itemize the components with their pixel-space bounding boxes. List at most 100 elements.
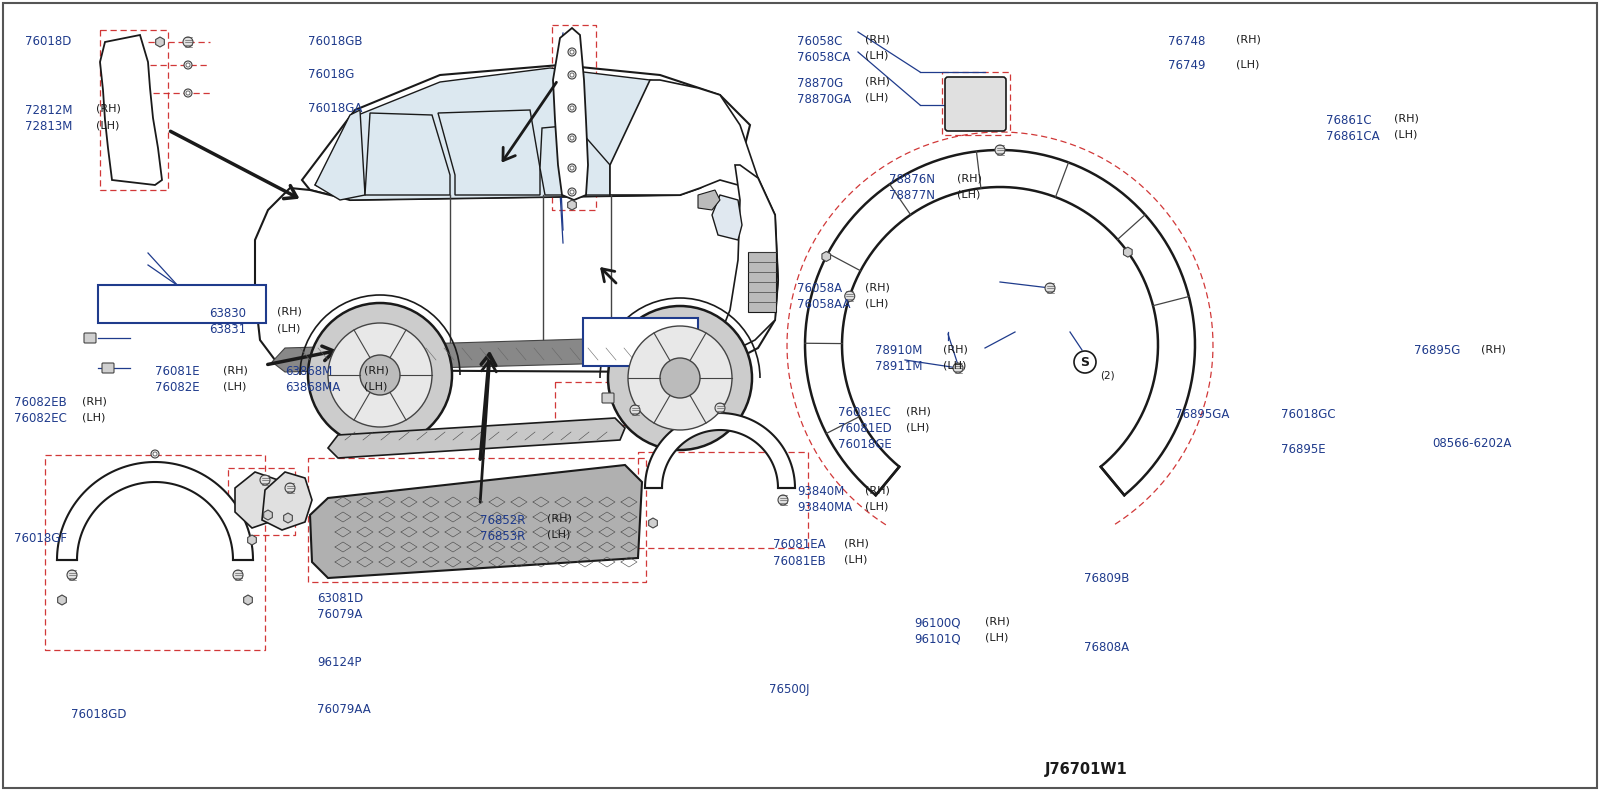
Circle shape [570,50,574,54]
Text: 76852R: 76852R [480,513,525,527]
Text: (RH): (RH) [866,35,890,44]
Text: 76895G: 76895G [1414,344,1461,357]
Text: (RH): (RH) [96,104,122,114]
Text: J76701W1: J76701W1 [1045,762,1128,777]
Text: (LH): (LH) [866,501,888,511]
Text: (LH): (LH) [1394,130,1418,140]
Text: 78870GA: 78870GA [797,93,851,106]
Text: (LH): (LH) [843,554,867,565]
Text: 63868M: 63868M [285,365,333,378]
Circle shape [328,323,432,427]
Polygon shape [58,595,66,605]
Text: (LH): (LH) [82,412,106,422]
Text: 76081EA: 76081EA [773,539,826,551]
Text: 63831: 63831 [210,323,246,336]
Text: 96124P: 96124P [317,656,362,669]
Circle shape [184,61,192,69]
Text: 72813M: 72813M [26,120,72,133]
Text: (LH): (LH) [906,422,930,432]
Text: (RH): (RH) [906,406,931,416]
Text: (LH): (LH) [866,298,888,308]
Circle shape [570,136,574,140]
Text: 63081D: 63081D [317,592,363,604]
Circle shape [570,166,574,170]
Polygon shape [315,68,720,200]
Text: (LH): (LH) [96,120,120,130]
Text: (2): (2) [1101,370,1115,380]
Text: 93840M: 93840M [797,485,845,498]
Polygon shape [328,418,626,458]
Text: 76081EC: 76081EC [838,406,891,419]
Polygon shape [262,472,312,530]
Text: 76018GC: 76018GC [1282,408,1336,422]
Polygon shape [58,462,253,560]
Circle shape [568,48,576,56]
Polygon shape [248,535,256,545]
Text: 76081E: 76081E [155,365,200,378]
Text: 76018GB: 76018GB [307,35,362,47]
Text: 76748: 76748 [1168,35,1206,47]
Polygon shape [610,80,758,195]
Text: 96101Q: 96101Q [914,633,962,645]
Text: 76058CA: 76058CA [797,51,851,64]
FancyBboxPatch shape [582,318,698,366]
Text: (RH): (RH) [866,77,890,87]
FancyBboxPatch shape [98,285,266,323]
Text: 76058C: 76058C [797,35,843,47]
Text: (RH): (RH) [866,485,890,495]
Text: (LH): (LH) [222,381,246,392]
Circle shape [661,358,701,398]
Circle shape [1074,351,1096,373]
Polygon shape [805,150,1195,495]
Text: 76082EC: 76082EC [14,412,67,426]
Bar [749,252,776,312]
Circle shape [1045,283,1054,293]
Text: (LH): (LH) [942,360,966,370]
Circle shape [568,134,576,142]
Circle shape [184,89,192,97]
Text: 76079AA: 76079AA [317,703,371,716]
Circle shape [67,570,77,580]
Text: 78877N: 78877N [890,189,934,202]
Circle shape [568,104,576,112]
FancyBboxPatch shape [102,363,114,373]
Circle shape [182,37,194,47]
Circle shape [150,450,158,458]
Polygon shape [1123,247,1133,257]
Text: 72812M: 72812M [26,104,74,117]
Circle shape [360,355,400,395]
Circle shape [234,570,243,580]
Circle shape [570,73,574,77]
Text: 76082E: 76082E [155,381,200,394]
Circle shape [568,164,576,172]
Text: 78876N: 78876N [890,173,934,187]
Circle shape [568,188,576,196]
Text: (LH): (LH) [1235,59,1259,70]
Text: (LH): (LH) [957,189,979,199]
Polygon shape [648,518,658,528]
Text: 63830: 63830 [210,307,246,320]
Text: 76018D: 76018D [26,35,72,47]
Text: (RH): (RH) [222,365,248,375]
Polygon shape [302,65,750,200]
Polygon shape [712,195,742,240]
Text: 76895GA: 76895GA [1176,408,1230,422]
Text: 76749: 76749 [1168,59,1206,73]
Polygon shape [254,165,778,372]
Circle shape [186,91,190,95]
Text: (RH): (RH) [866,282,890,292]
Text: 96100Q: 96100Q [914,616,960,630]
Text: 76082EB: 76082EB [14,396,67,409]
Text: 76018GE: 76018GE [838,438,891,451]
Text: (RH): (RH) [277,307,301,317]
Polygon shape [645,413,795,488]
Polygon shape [365,113,450,195]
Text: (LH): (LH) [365,381,387,392]
Text: 93840MA: 93840MA [797,501,853,514]
Circle shape [715,403,725,413]
Polygon shape [554,28,589,200]
Text: (LH): (LH) [986,633,1008,642]
Text: 76861C: 76861C [1326,114,1371,127]
Polygon shape [243,595,253,605]
Text: (RH): (RH) [1235,35,1261,44]
